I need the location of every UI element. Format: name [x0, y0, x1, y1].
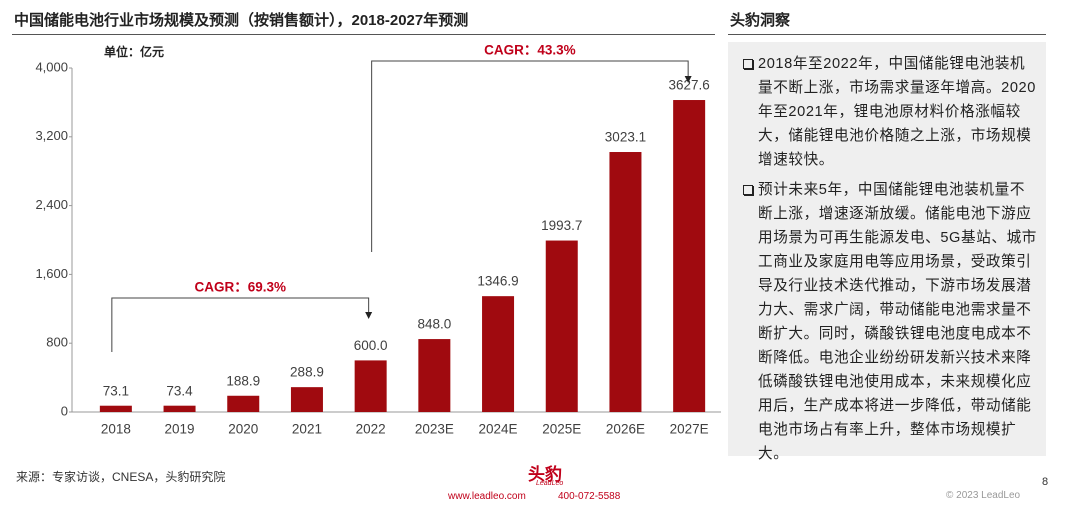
x-tick-label: 2022	[356, 422, 386, 437]
cagr-arrow	[365, 312, 373, 319]
bar	[545, 240, 578, 412]
insight-bullet: 预计未来5年，中国储能锂电池装机量不断上涨，增速逐渐放缓。储能电池下游应用场景为…	[742, 178, 1038, 466]
value-label: 3627.6	[669, 78, 710, 93]
panel-title: 头豹洞察	[730, 12, 791, 29]
website: www.leadleo.com	[448, 491, 526, 502]
bar	[227, 395, 260, 412]
x-tick-label: 2026E	[606, 422, 645, 437]
x-tick-label: 2023E	[415, 422, 454, 437]
value-label: 73.4	[166, 383, 193, 398]
value-label: 288.9	[290, 365, 324, 380]
value-label: 848.0	[417, 317, 451, 332]
x-tick-label: 2025E	[542, 422, 581, 437]
cagr-label: CAGR：43.3%	[484, 43, 576, 58]
value-label: 600.0	[354, 338, 388, 353]
x-tick-label: 2019	[165, 422, 195, 437]
y-tick-label: 2,400	[35, 197, 68, 212]
value-label: 188.9	[226, 373, 260, 388]
y-tick-label: 3,200	[35, 128, 68, 143]
copyright: © 2023 LeadLeo	[946, 490, 1021, 501]
x-tick-label: 2021	[292, 422, 322, 437]
y-unit-label: 单位：亿元	[104, 44, 164, 59]
y-tick-label: 800	[46, 335, 68, 350]
insight-panel: 2018年至2022年，中国储能锂电池装机量不断上涨，市场需求量逐年增高。202…	[728, 42, 1046, 462]
chart-title: 中国储能电池行业市场规模及预测（按销售额计），2018-2027年预测	[14, 12, 469, 29]
value-label: 3023.1	[605, 130, 646, 145]
cagr-label: CAGR：69.3%	[194, 280, 286, 295]
y-tick-label: 1,600	[35, 266, 68, 281]
insight-bullet: 2018年至2022年，中国储能锂电池装机量不断上涨，市场需求量逐年增高。202…	[742, 52, 1038, 172]
value-label: 1346.9	[477, 274, 518, 289]
bar	[673, 100, 706, 412]
x-tick-label: 2024E	[479, 422, 518, 437]
panel-rule	[728, 34, 1046, 35]
phone: 400-072-5588	[558, 491, 621, 502]
bar	[99, 405, 132, 412]
source: 来源：专家访谈，CNESA，头豹研究院	[16, 470, 226, 484]
cagr-bracket	[371, 60, 689, 252]
bar	[482, 296, 515, 412]
y-tick-label: 4,000	[35, 59, 68, 74]
value-label: 73.1	[103, 383, 129, 398]
logo: 头豹	[528, 465, 562, 484]
x-tick-label: 2027E	[670, 422, 709, 437]
title-rule	[12, 34, 715, 35]
cagr-arrow	[684, 76, 692, 83]
y-tick-label: 0	[61, 403, 68, 418]
bar	[354, 360, 387, 412]
logo-sub: LeadLeo	[536, 480, 564, 487]
x-tick-label: 2018	[101, 422, 131, 437]
cagr-bracket	[111, 297, 370, 352]
page-number: 8	[1042, 476, 1049, 488]
bar	[418, 339, 451, 412]
bar	[290, 387, 323, 412]
value-label: 1993.7	[541, 218, 582, 233]
bar	[163, 405, 196, 412]
x-tick-label: 2020	[228, 422, 258, 437]
chart: 单位：亿元 0 800 1,600 2,400 3,200 4,000 2018 73.1 201…	[35, 43, 721, 437]
bar	[609, 152, 642, 412]
